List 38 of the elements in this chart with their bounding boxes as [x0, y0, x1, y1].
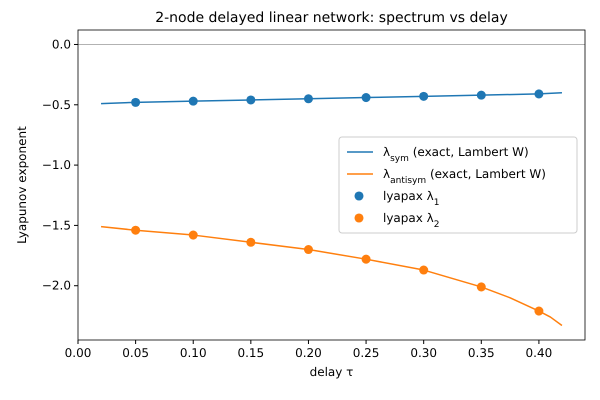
point	[419, 92, 428, 101]
x-tick-label: 0.05	[122, 346, 149, 360]
point	[362, 254, 371, 264]
point	[188, 230, 198, 240]
x-tick-label: 0.35	[468, 346, 495, 360]
point	[534, 89, 544, 98]
chart-title: 2-node delayed linear network: spectrum vs delay	[155, 10, 508, 26]
x-tick-label: 0.00	[64, 346, 92, 360]
x-tick-label: 0.25	[352, 346, 380, 360]
y-tick-label: −0.5	[42, 98, 71, 112]
point	[131, 98, 140, 107]
legend-label: lyapax λ$_{1}$	[383, 189, 440, 208]
x-tick-label: 0.40	[526, 346, 552, 360]
point	[362, 93, 371, 102]
legend-label: λ$_{sym}$ (exact, Lambert W)	[383, 145, 529, 164]
x-tick-label: 0.15	[237, 346, 264, 360]
y-axis-title: Lyapunov exponent	[15, 126, 29, 244]
point	[131, 226, 140, 235]
line-series	[100, 226, 563, 326]
y-tick-label: −1.0	[42, 158, 71, 172]
point	[476, 282, 486, 292]
point	[304, 94, 313, 104]
point	[476, 90, 486, 100]
y-tick-label: 0.0	[52, 37, 71, 52]
legend-label: lyapax λ$_{2}$	[383, 211, 440, 230]
x-tick-label: 0.30	[410, 346, 438, 360]
legend-label: λ$_{antisym}$ (exact, Lambert W)	[383, 167, 546, 186]
point	[304, 245, 313, 254]
point	[534, 306, 544, 316]
point	[246, 95, 256, 104]
y-tick-label: −2.0	[42, 278, 71, 293]
x-tick-label: 0.20	[295, 346, 322, 360]
x-tick-label: 0.10	[180, 346, 207, 360]
point	[246, 238, 256, 247]
x-axis-title: delay τ	[310, 365, 354, 379]
y-tick-label: −1.5	[42, 218, 71, 232]
point	[419, 266, 428, 275]
point	[188, 96, 198, 106]
